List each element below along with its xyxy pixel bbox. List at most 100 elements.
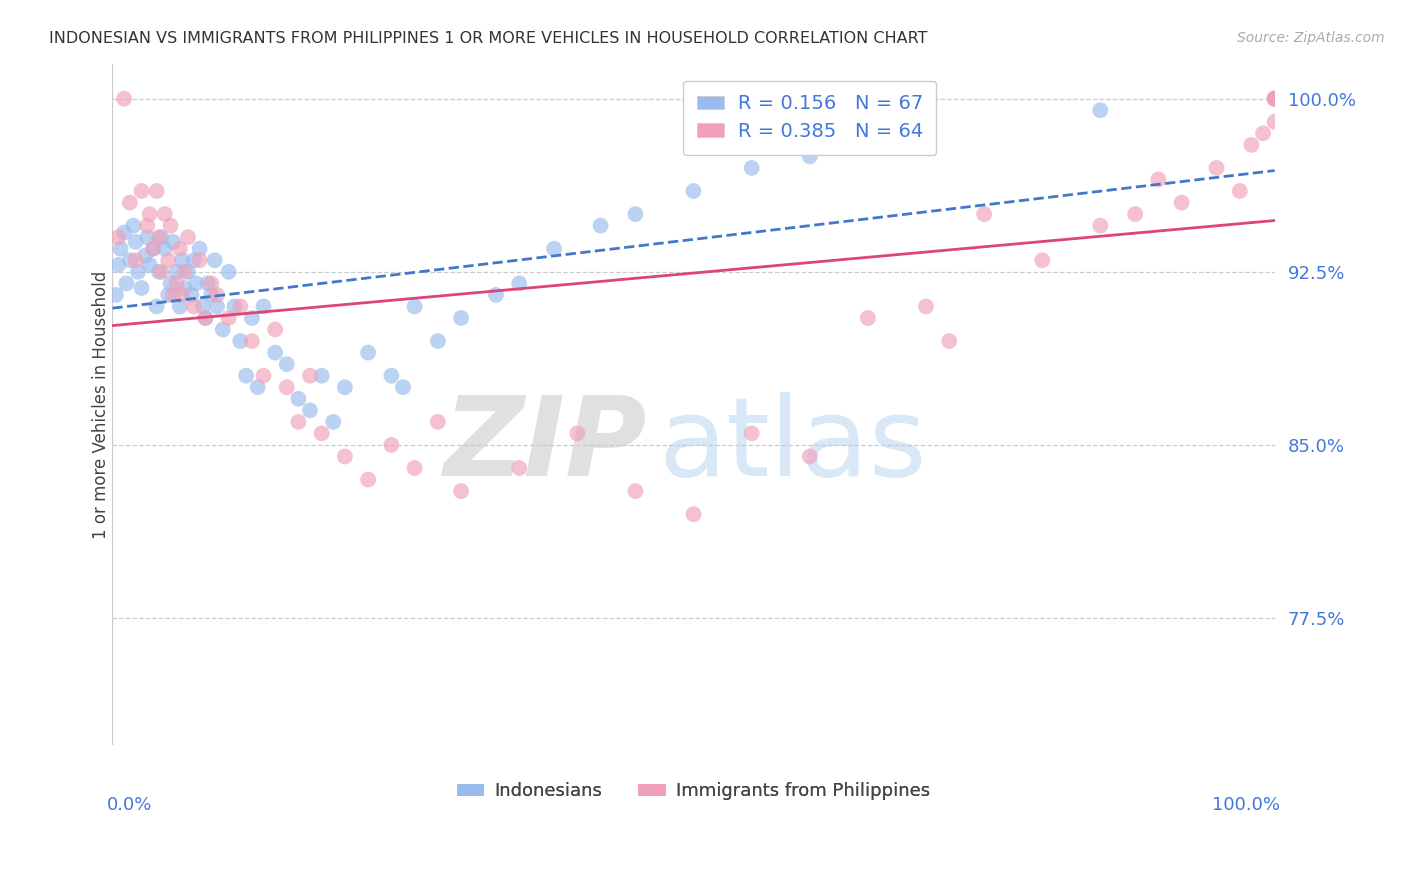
Point [110, 242, 132, 256]
Point [153, 207, 176, 221]
Point [131, 281, 153, 295]
Point [357, 473, 380, 487]
Point [1264, 92, 1286, 106]
Point [169, 242, 191, 256]
Point [165, 277, 187, 291]
Point [112, 226, 135, 240]
Point [485, 288, 508, 302]
Text: 100.0%: 100.0% [1212, 797, 1281, 814]
Point [322, 415, 344, 429]
Point [142, 242, 165, 256]
Point [159, 277, 181, 291]
Point [172, 253, 194, 268]
Point [172, 288, 194, 302]
Point [333, 450, 356, 464]
Text: ZIP: ZIP [443, 392, 647, 499]
Point [127, 265, 149, 279]
Legend: Indonesians, Immigrants from Philippines: Indonesians, Immigrants from Philippines [450, 775, 938, 807]
Text: atlas: atlas [658, 392, 927, 499]
Point [508, 461, 530, 475]
Point [145, 300, 167, 314]
Point [150, 265, 173, 279]
Point [1205, 161, 1227, 175]
Point [1264, 92, 1286, 106]
Point [1264, 92, 1286, 106]
Point [183, 253, 205, 268]
Point [799, 450, 821, 464]
Point [311, 368, 333, 383]
Point [276, 380, 298, 394]
Point [200, 277, 222, 291]
Point [287, 415, 309, 429]
Point [136, 219, 159, 233]
Point [311, 426, 333, 441]
Point [138, 258, 160, 272]
Point [104, 288, 127, 302]
Point [162, 288, 184, 302]
Point [543, 242, 565, 256]
Point [118, 253, 141, 268]
Point [1264, 92, 1286, 106]
Point [173, 265, 195, 279]
Point [450, 484, 472, 499]
Point [450, 310, 472, 325]
Point [115, 277, 138, 291]
Point [194, 310, 217, 325]
Point [125, 235, 148, 249]
Point [741, 161, 763, 175]
Point [107, 230, 129, 244]
Point [191, 300, 214, 314]
Point [1090, 103, 1112, 118]
Point [246, 380, 269, 394]
Point [165, 265, 187, 279]
Point [112, 92, 135, 106]
Point [915, 300, 938, 314]
Point [183, 300, 205, 314]
Point [1240, 137, 1263, 152]
Point [125, 253, 148, 268]
Point [392, 380, 415, 394]
Point [138, 207, 160, 221]
Point [162, 235, 184, 249]
Text: INDONESIAN VS IMMIGRANTS FROM PHILIPPINES 1 OR MORE VEHICLES IN HOUSEHOLD CORREL: INDONESIAN VS IMMIGRANTS FROM PHILIPPINE… [49, 31, 928, 46]
Point [682, 507, 704, 521]
Point [1147, 172, 1170, 186]
Point [188, 253, 211, 268]
Point [157, 288, 180, 302]
Point [682, 184, 704, 198]
Point [197, 277, 219, 291]
Point [148, 230, 170, 244]
Point [200, 288, 222, 302]
Point [177, 230, 200, 244]
Point [159, 219, 181, 233]
Point [1123, 207, 1146, 221]
Point [169, 300, 191, 314]
Point [184, 277, 207, 291]
Point [1264, 115, 1286, 129]
Text: Source: ZipAtlas.com: Source: ZipAtlas.com [1237, 31, 1385, 45]
Point [224, 300, 246, 314]
Point [426, 334, 449, 348]
Point [1090, 219, 1112, 233]
Point [404, 461, 426, 475]
Point [218, 265, 240, 279]
Point [624, 207, 647, 221]
Point [856, 310, 879, 325]
Point [240, 310, 263, 325]
Point [150, 230, 173, 244]
Text: 0.0%: 0.0% [107, 797, 152, 814]
Point [118, 195, 141, 210]
Point [142, 242, 165, 256]
Point [276, 357, 298, 371]
Point [148, 265, 170, 279]
Point [145, 184, 167, 198]
Point [298, 368, 321, 383]
Point [107, 258, 129, 272]
Point [287, 392, 309, 406]
Point [212, 322, 235, 336]
Point [380, 368, 402, 383]
Point [915, 126, 938, 140]
Point [938, 334, 960, 348]
Point [177, 265, 200, 279]
Point [188, 242, 211, 256]
